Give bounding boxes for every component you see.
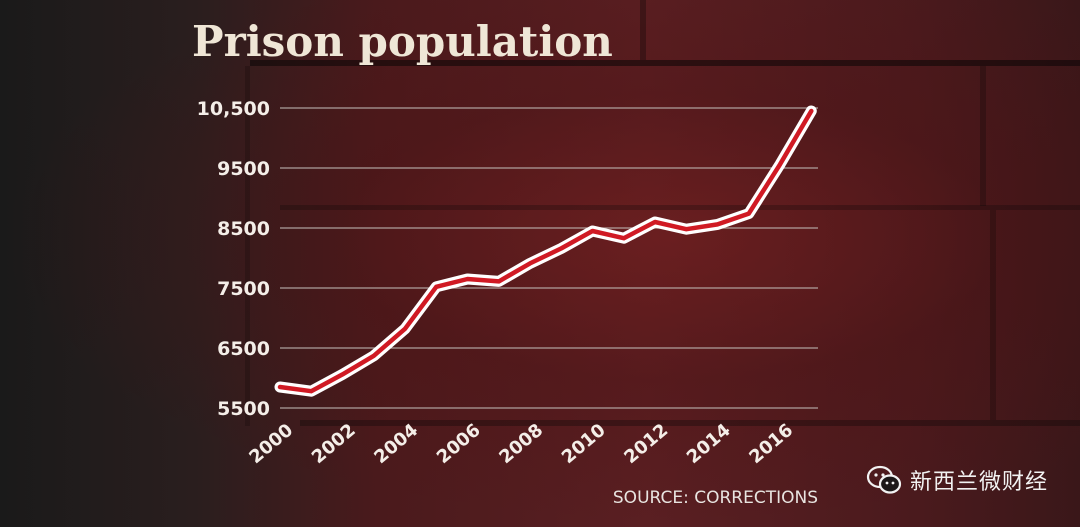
- series-line-halo: [274, 105, 817, 397]
- brick-mortar: [640, 0, 646, 60]
- y-axis: 5500 6500 7500 8500 9500 10,500: [197, 98, 270, 420]
- x-tick-label: 2016: [745, 420, 797, 468]
- gridlines: [280, 107, 818, 409]
- series-line: [277, 108, 814, 394]
- wechat-icon: [866, 465, 902, 494]
- source-note: SOURCE: CORRECTIONS: [613, 488, 818, 508]
- x-tick-label: 2014: [683, 420, 735, 468]
- x-tick-label: 2010: [558, 420, 610, 468]
- series-group: [274, 105, 817, 397]
- brick-mortar: [250, 60, 1080, 66]
- brick-mortar: [300, 420, 1080, 426]
- watermark-text: 新西兰微财经: [909, 470, 1048, 495]
- y-tick-label: 6500: [217, 338, 270, 360]
- y-tick-label: 10,500: [197, 98, 270, 120]
- brick-mortar: [245, 66, 250, 426]
- x-tick-label: 2008: [495, 420, 547, 468]
- y-tick-label: 8500: [217, 218, 270, 240]
- x-tick-label: 2012: [620, 420, 672, 468]
- brick-mortar: [980, 66, 986, 206]
- brick-mortar: [990, 210, 996, 420]
- x-tick-label: 2002: [308, 420, 360, 468]
- watermark: 新西兰微财经: [866, 462, 1048, 498]
- y-tick-label: 7500: [217, 278, 270, 300]
- x-tick-label: 2004: [370, 420, 422, 468]
- x-axis: 2000 2002 2004 2006 2008 2010 2012 2014 2016: [245, 420, 797, 468]
- chart-title: Prison population: [192, 17, 613, 66]
- x-tick-label: 2006: [433, 420, 485, 468]
- y-tick-label: 9500: [217, 158, 270, 180]
- x-tick-label: 2000: [245, 420, 297, 468]
- y-tick-label: 5500: [217, 398, 270, 420]
- brick-mortar: [280, 205, 1080, 210]
